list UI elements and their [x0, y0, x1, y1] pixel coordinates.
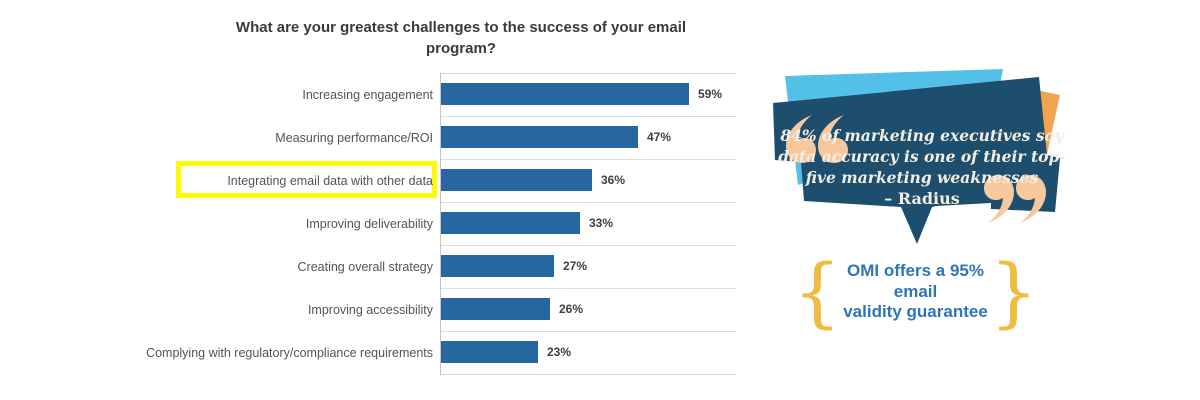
left-brace-icon: {	[793, 247, 842, 336]
gridline	[440, 288, 736, 289]
guarantee-callout: { OMI offers a 95% email validity guaran…	[793, 250, 1038, 334]
value-label: 59%	[698, 87, 723, 101]
quote-text-line-2: data accuracy is one of their top-	[778, 147, 1066, 166]
guarantee-text: OMI offers a 95% email validity guarante…	[841, 261, 989, 322]
gridline	[440, 331, 736, 332]
guarantee-text-line-1: OMI offers a 95% email	[847, 261, 984, 301]
bar	[441, 169, 592, 191]
bar	[441, 212, 580, 234]
category-label: Creating overall strategy	[297, 259, 433, 274]
guarantee-text-line-2: validity guarantee	[843, 302, 988, 322]
gridline	[440, 202, 736, 203]
gridline	[440, 374, 736, 375]
gridline	[440, 245, 736, 246]
category-label: Integrating email data with other data	[227, 173, 433, 188]
highlight-box	[176, 161, 437, 198]
value-label: 33%	[589, 216, 614, 230]
bar	[441, 83, 689, 105]
y-axis-line	[440, 73, 441, 375]
quote-text-line-1: 84% of marketing executives say	[780, 126, 1064, 145]
category-label: Improving accessibility	[307, 302, 433, 317]
quote-attribution: – Radius	[884, 189, 960, 208]
value-label: 36%	[601, 173, 626, 187]
category-label: Complying with regulatory/compliance req…	[146, 345, 433, 360]
bar	[441, 255, 554, 277]
bar	[441, 341, 538, 363]
category-label: Measuring performance/ROI	[275, 130, 433, 145]
speech-bubble-shape	[773, 77, 1060, 244]
bar	[441, 126, 638, 148]
right-brace-icon: }	[989, 247, 1038, 336]
value-label: 47%	[647, 130, 672, 144]
quote-bubble-graphic: 84% of marketing executives say data acc…	[773, 69, 1066, 244]
value-label: 26%	[559, 302, 584, 316]
category-label: Increasing engagement	[302, 87, 433, 102]
close-quote-icon	[984, 175, 1046, 223]
chart-title: What are your greatest challenges to the…	[235, 19, 687, 57]
gridline	[440, 73, 736, 74]
value-label: 27%	[563, 259, 588, 273]
value-label: 23%	[547, 345, 572, 359]
open-quote-icon	[786, 115, 848, 163]
category-label: Improving deliverability	[305, 216, 433, 231]
gridline	[440, 116, 736, 117]
quote-text-line-3: five marketing weaknesses	[805, 168, 1039, 187]
gridline	[440, 159, 736, 160]
bar	[441, 298, 550, 320]
